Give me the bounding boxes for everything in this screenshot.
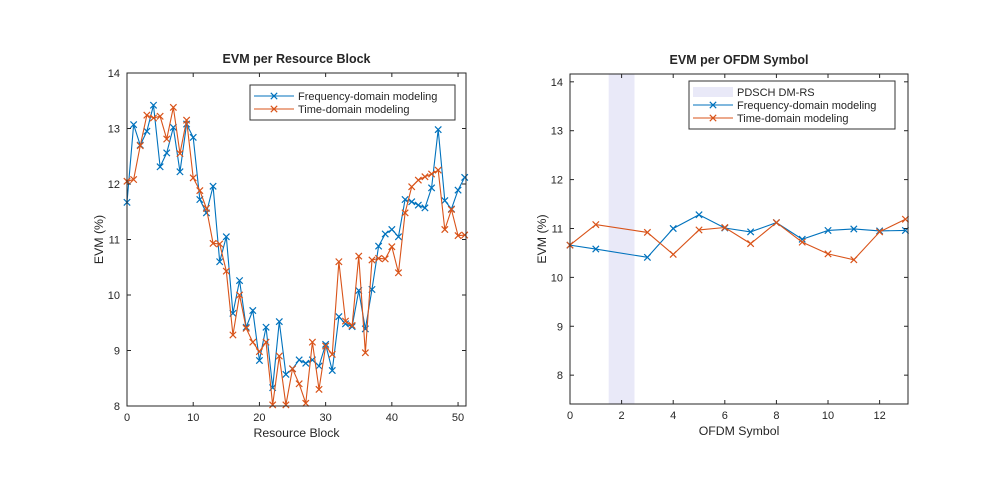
y-tick-label: 13 (108, 124, 120, 136)
time-domain-series (566, 215, 910, 264)
y-tick-label: 11 (109, 235, 120, 247)
plot-title: EVM per OFDM Symbol (670, 53, 809, 67)
y-tick-label: 12 (108, 179, 120, 191)
y-tick-label: 8 (114, 401, 120, 413)
ofdm-symbol-plot: 0 2 4 6 8 10 12 8 9 10 11 12 13 14 EVM per OFDM Symbol… (535, 53, 910, 438)
y-tick-label: 14 (108, 68, 120, 80)
pdsch-dmrs-band (608, 74, 635, 404)
y-tick-label: 11 (552, 223, 563, 235)
x-tick-label: 6 (722, 410, 728, 422)
y-tick-label: 8 (557, 370, 563, 382)
y-tick-label: 10 (551, 272, 563, 284)
legend-label: Frequency-domain modeling (298, 91, 437, 103)
plot-title: EVM per Resource Block (223, 52, 371, 66)
y-tick-label: 14 (551, 77, 563, 89)
time-domain-series (123, 103, 469, 409)
legend-label: Time-domain modeling (298, 104, 409, 116)
x-axis-label: Resource Block (253, 426, 340, 440)
y-tick-label: 9 (114, 346, 120, 358)
x-axis-label: OFDM Symbol (699, 424, 780, 438)
x-tick-label: 10 (187, 412, 199, 424)
x-tick-label: 10 (822, 410, 834, 422)
tick-marks: 0 2 4 6 8 10 12 8 9 10 11 12 13 14 (551, 74, 908, 422)
y-axis-label: EVM (%) (535, 214, 549, 263)
axes-box (569, 73, 909, 405)
x-tick-label: 50 (452, 412, 464, 424)
legend-label: PDSCH DM-RS (737, 87, 815, 99)
y-tick-label: 12 (551, 175, 563, 187)
x-tick-label: 0 (124, 412, 130, 424)
x-tick-label: 2 (619, 410, 625, 422)
x-tick-label: 0 (567, 410, 573, 422)
legend-label: Frequency-domain modeling (737, 100, 876, 112)
legend-band-swatch (693, 87, 733, 97)
x-tick-label: 20 (253, 412, 265, 424)
x-tick-label: 40 (386, 412, 398, 424)
x-tick-label: 30 (320, 412, 332, 424)
legend-label: Time-domain modeling (737, 113, 848, 125)
resource-block-plot: 0 10 20 30 40 50 8 9 10 11 12 13 14 EVM per Resource … (92, 52, 469, 440)
y-tick-label: 9 (557, 321, 563, 333)
y-tick-label: 13 (551, 126, 563, 138)
y-axis-label: EVM (%) (92, 215, 106, 264)
x-tick-label: 8 (773, 410, 779, 422)
plot-background (127, 73, 466, 406)
tick-marks: 0 10 20 30 40 50 8 9 10 11 12 13 14 (108, 68, 466, 424)
x-tick-label: 12 (873, 410, 885, 422)
x-tick-label: 4 (670, 410, 676, 422)
y-tick-label: 10 (108, 290, 120, 302)
